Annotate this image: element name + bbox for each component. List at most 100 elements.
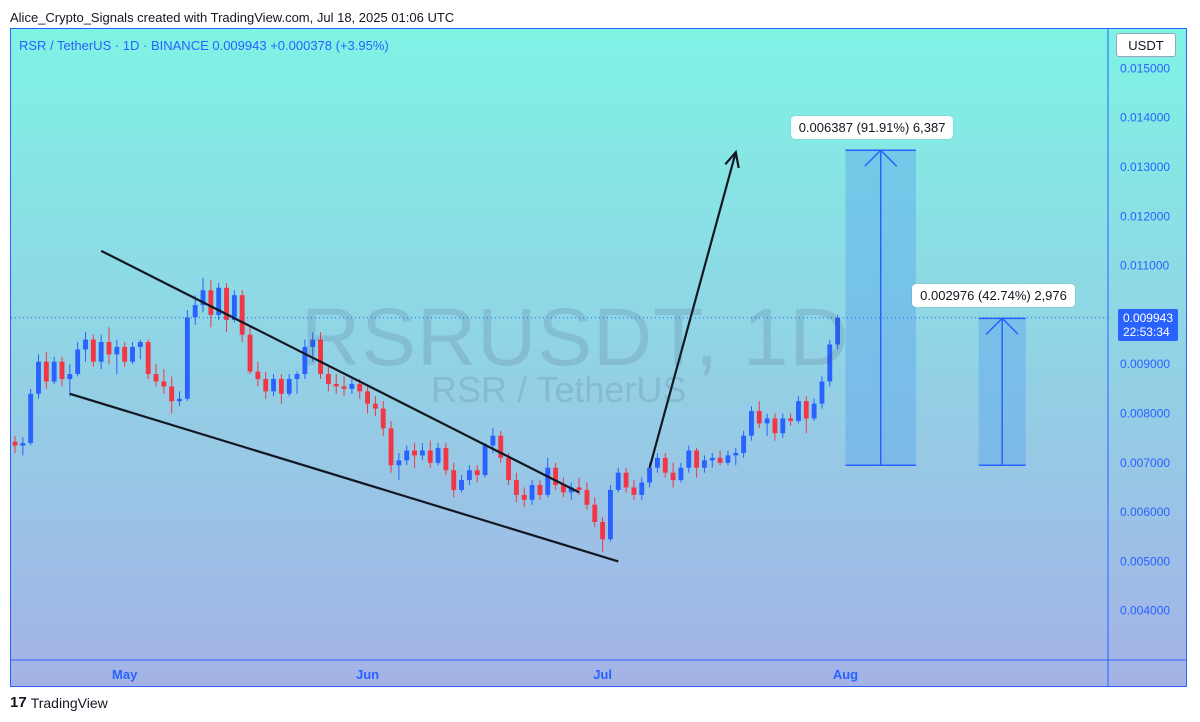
candle-down <box>670 472 676 481</box>
candle-down <box>145 342 151 375</box>
candle-up <box>827 344 833 382</box>
measure-1-label[interactable]: 0.006387 (91.91%) 6,387 <box>790 116 954 140</box>
candle-up <box>811 403 817 419</box>
candle-up <box>678 467 684 481</box>
candle-down <box>106 342 112 355</box>
candle-down <box>623 472 629 488</box>
y-tick-label: 0.006000 <box>1120 505 1170 519</box>
candle-up <box>647 467 653 483</box>
x-tick-label: Aug <box>833 667 858 682</box>
candle-down <box>59 361 65 380</box>
candle-down <box>756 411 762 424</box>
y-tick-label: 0.013000 <box>1120 160 1170 174</box>
candle-up <box>75 349 81 375</box>
candle-up <box>294 374 300 380</box>
candle-down <box>803 401 809 419</box>
candle-up <box>482 445 488 476</box>
candle-up <box>302 346 308 375</box>
last-price-value: 0.009943 <box>1122 310 1173 325</box>
candle-down <box>239 295 245 335</box>
y-tick-label: 0.007000 <box>1120 456 1170 470</box>
y-tick-label: 0.012000 <box>1120 209 1170 223</box>
candle-up <box>36 361 41 394</box>
watermark-symbol: RSRUSDT, 1D <box>301 292 850 383</box>
candle-up <box>130 346 135 362</box>
tradingview-logo-icon: 17 <box>10 694 27 711</box>
candle-down <box>333 383 339 387</box>
candle-down <box>357 383 363 392</box>
candle-up <box>20 443 26 446</box>
candle-down <box>208 290 214 315</box>
candle-down <box>278 379 284 394</box>
candle-down <box>631 487 637 495</box>
candle-up <box>607 489 613 540</box>
candle-down <box>153 374 159 382</box>
candle-up <box>835 317 841 345</box>
candle-down <box>513 480 519 495</box>
candle-down <box>537 484 543 495</box>
price-chart[interactable]: 0.004000 0.005000 0.006000 0.007000 0.008000… <box>11 29 1186 686</box>
candle-down <box>576 487 582 490</box>
candle-down <box>43 361 49 382</box>
candle-up <box>404 450 410 461</box>
candle-down <box>388 428 394 466</box>
candle-down <box>341 386 347 389</box>
candle-down <box>694 450 700 468</box>
candle-down <box>12 441 18 446</box>
candle-up <box>28 393 34 444</box>
candle-up <box>702 460 707 468</box>
candle-down <box>717 457 723 463</box>
candle-down <box>600 521 606 540</box>
y-tick-label: 0.009000 <box>1120 357 1170 371</box>
candle-up <box>177 398 182 402</box>
candle-down <box>474 470 480 476</box>
wedge-trendline <box>69 392 619 563</box>
candle-up <box>545 467 551 495</box>
candle-up <box>686 450 692 468</box>
candle-down <box>772 418 778 434</box>
candle-up <box>231 295 237 320</box>
candle-up <box>192 305 198 318</box>
candle-down <box>506 457 512 481</box>
candle-down <box>592 504 598 522</box>
measure-1-arrow-head <box>864 149 898 167</box>
candle-up <box>709 457 715 461</box>
measure-2-label[interactable]: 0.002976 (42.74%) 2,976 <box>912 284 1075 308</box>
candle-up <box>639 482 645 495</box>
y-tick-label: 0.011000 <box>1120 259 1169 273</box>
candle-up <box>819 381 825 404</box>
footer-brand[interactable]: 17 TradingView <box>10 694 108 711</box>
candle-down <box>380 408 386 429</box>
candle-up <box>67 374 73 380</box>
candle-down <box>263 379 269 392</box>
candle-down <box>318 339 323 375</box>
chart-attribution: Alice_Crypto_Signals created with Tradin… <box>10 10 455 25</box>
symbol-info[interactable]: RSR / TetherUS · 1D · BINANCE 0.009943 +… <box>19 38 389 53</box>
projection-arrow-head <box>724 149 740 169</box>
candle-up <box>466 470 472 481</box>
candle-up <box>51 361 57 382</box>
candle-down <box>788 418 794 421</box>
x-tick-label: May <box>112 667 138 682</box>
candle-down <box>553 467 559 485</box>
candle-down <box>443 448 449 471</box>
candle-up <box>749 411 754 436</box>
last-price-countdown: 22:53:34 <box>1122 324 1170 339</box>
candle-down <box>451 470 457 490</box>
wedge-trendline <box>100 249 580 494</box>
candle-up <box>490 435 496 446</box>
y-tick-label: 0.015000 <box>1120 61 1170 75</box>
watermark-pair: RSR / TetherUS <box>431 369 687 410</box>
candle-up <box>137 342 143 347</box>
candle-down <box>521 494 527 500</box>
price-axis-currency[interactable]: USDT <box>1116 33 1176 57</box>
chart-frame[interactable]: 0.004000 0.005000 0.006000 0.007000 0.008000… <box>10 28 1187 687</box>
candle-up <box>459 480 464 490</box>
candle-up <box>114 346 120 355</box>
x-tick-label: Jun <box>356 667 379 682</box>
measure-2-arrow-head <box>985 317 1019 335</box>
candle-up <box>733 452 739 456</box>
candle-up <box>764 418 770 424</box>
y-tick-label: 0.004000 <box>1120 604 1170 618</box>
candle-up <box>184 317 190 399</box>
